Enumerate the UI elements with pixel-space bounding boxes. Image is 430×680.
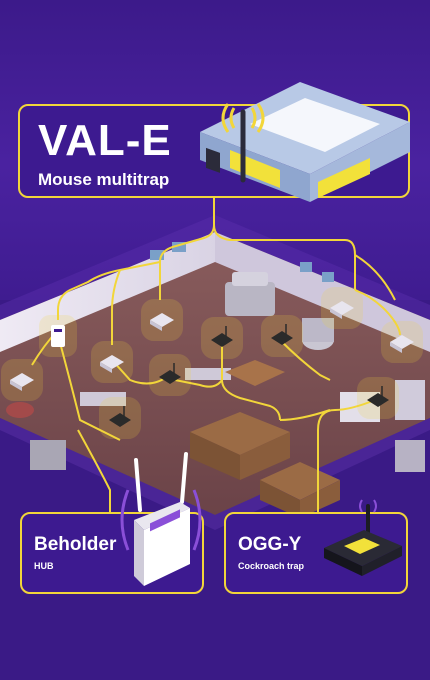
trap-marker — [99, 397, 141, 439]
trap-marker — [39, 315, 77, 357]
router-icon — [120, 452, 202, 586]
beholder-title: Beholder — [34, 534, 117, 555]
network-lines — [31, 198, 401, 512]
vale-device-image — [200, 82, 410, 202]
trap-marker — [357, 377, 399, 419]
vale-subtitle: Mouse multitrap — [38, 170, 170, 189]
trap-markers — [1, 287, 423, 439]
trap-marker — [91, 341, 133, 383]
ogg-subtitle: Cockroach trap — [238, 561, 305, 571]
ogg-title: OGG-Y — [238, 534, 302, 555]
trap-marker — [261, 315, 303, 357]
vale-title: VAL-E — [38, 116, 172, 165]
bottom-band — [0, 600, 430, 680]
trap-marker — [141, 299, 183, 341]
trap-device-icon — [324, 499, 402, 576]
ogg-card: OGG-Y Cockroach trap — [224, 512, 408, 594]
machinery — [6, 272, 425, 472]
trap-marker — [321, 287, 363, 329]
trap-marker — [381, 321, 423, 363]
pallets — [190, 360, 340, 518]
trap-marker — [201, 317, 243, 359]
trap-marker — [1, 359, 43, 401]
wifi-signal-icon — [221, 103, 265, 133]
beholder-subtitle: HUB — [34, 561, 54, 571]
trap-marker — [149, 354, 191, 396]
